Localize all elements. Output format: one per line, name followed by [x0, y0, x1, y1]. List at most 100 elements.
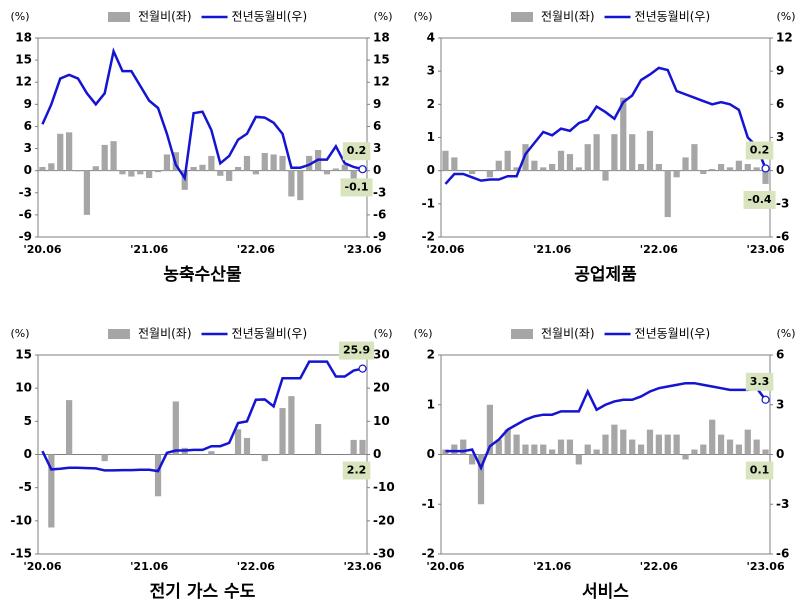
- bar: [709, 169, 716, 171]
- bar: [451, 157, 458, 171]
- bar: [288, 170, 295, 197]
- bar: [637, 444, 645, 455]
- y2-tick-label: 0: [776, 447, 784, 461]
- bar: [83, 170, 91, 215]
- bar: [691, 144, 698, 171]
- bar: [709, 419, 716, 455]
- bar: [243, 437, 251, 455]
- bar: [611, 134, 618, 171]
- bar: [234, 166, 242, 171]
- line: [445, 381, 767, 471]
- y2-axis-unit: (%): [373, 10, 392, 23]
- y2-tick-label: 6: [373, 119, 381, 133]
- x-tick-label: '21.06: [533, 243, 572, 256]
- y2-tick-label: -6: [776, 230, 789, 244]
- y-tick-label: 0: [24, 447, 32, 461]
- bar: [513, 434, 520, 455]
- bar: [495, 160, 502, 171]
- bar: [655, 434, 662, 455]
- bar: [557, 439, 565, 455]
- y-tick-label: -1: [422, 196, 435, 210]
- y-tick-label: 15: [15, 348, 32, 362]
- legend-label: 전년동월비(우): [635, 10, 711, 24]
- bar: [664, 434, 671, 455]
- bar: [602, 434, 609, 455]
- y2-tick-label: 12: [373, 75, 390, 89]
- bar: [297, 170, 304, 201]
- bar: [744, 164, 751, 171]
- bar: [101, 454, 108, 462]
- plot-frame: [440, 37, 771, 238]
- x-tick-label: '20.06: [426, 560, 465, 573]
- y-tick-label: 10: [15, 381, 32, 395]
- bar: [673, 434, 680, 455]
- bar: [646, 130, 654, 171]
- y2-tick-label: -3: [776, 196, 789, 210]
- panel: (%) (%) -15 -10 -5 0 5 10 15 -30 -20 -10 0 10 20 30 '20.…: [10, 327, 394, 603]
- x-tick-label: '20.06: [426, 243, 465, 256]
- bar: [753, 439, 760, 455]
- bar: [350, 439, 357, 455]
- bar: [252, 170, 259, 175]
- legend-label: 전년동월비(우): [232, 327, 308, 341]
- y2-tick-label: -6: [776, 547, 789, 561]
- plot-frame: [37, 37, 368, 238]
- bar: [549, 164, 556, 171]
- bar: [682, 454, 689, 460]
- y-tick-label: 2: [427, 348, 435, 362]
- y-tick-label: 4: [427, 31, 435, 45]
- x-tick-label: '22.06: [237, 243, 276, 256]
- y2-tick-label: 3: [776, 130, 784, 144]
- bar: [208, 451, 215, 455]
- bar: [119, 170, 126, 175]
- bar: [279, 408, 286, 455]
- data-label-box: [745, 372, 774, 391]
- legend-label: 전년동월비(우): [232, 10, 308, 24]
- bar: [717, 164, 725, 171]
- bar: [39, 166, 46, 171]
- bar: [486, 170, 494, 178]
- x-tick-label: '23.06: [343, 560, 382, 573]
- x-tick-label: '22.06: [640, 243, 679, 256]
- bar: [359, 439, 366, 455]
- y2-tick-label: 6: [776, 97, 784, 111]
- bar: [540, 444, 547, 455]
- bar: [74, 170, 82, 172]
- bar: [350, 170, 357, 181]
- y2-tick-label: 9: [373, 97, 381, 111]
- y2-axis-unit: (%): [373, 327, 392, 340]
- bar: [700, 444, 707, 455]
- y-tick-label: -1: [422, 497, 435, 511]
- y-tick-label: 2: [427, 97, 435, 111]
- y2-axis-unit: (%): [776, 10, 795, 23]
- x-tick-label: '21.06: [130, 243, 169, 256]
- bar: [620, 97, 627, 171]
- y-tick-label: -10: [10, 513, 32, 527]
- data-label: -0.4: [748, 193, 772, 206]
- y2-tick-label: -3: [776, 497, 789, 511]
- bar: [682, 157, 689, 171]
- y-tick-label: -15: [10, 547, 32, 561]
- legend-swatch: [108, 12, 130, 22]
- bar: [566, 154, 574, 171]
- bar: [753, 167, 760, 171]
- bar: [460, 439, 467, 455]
- bar: [584, 144, 591, 171]
- bar: [48, 454, 55, 528]
- bar: [611, 424, 618, 455]
- bar: [504, 429, 511, 455]
- y2-tick-label: -3: [373, 185, 386, 199]
- bar: [593, 449, 600, 455]
- bar: [593, 134, 600, 171]
- y-tick-label: -6: [19, 207, 32, 221]
- bar: [48, 163, 55, 171]
- data-label-box: [745, 141, 774, 160]
- y-axis-unit: (%): [413, 10, 432, 23]
- y2-tick-label: -10: [373, 480, 395, 494]
- chart-title: 공업제품: [574, 265, 637, 285]
- y2-tick-label: 9: [776, 64, 784, 78]
- x-tick-label: '20.06: [23, 560, 62, 573]
- bar: [234, 429, 242, 455]
- bar: [163, 154, 171, 171]
